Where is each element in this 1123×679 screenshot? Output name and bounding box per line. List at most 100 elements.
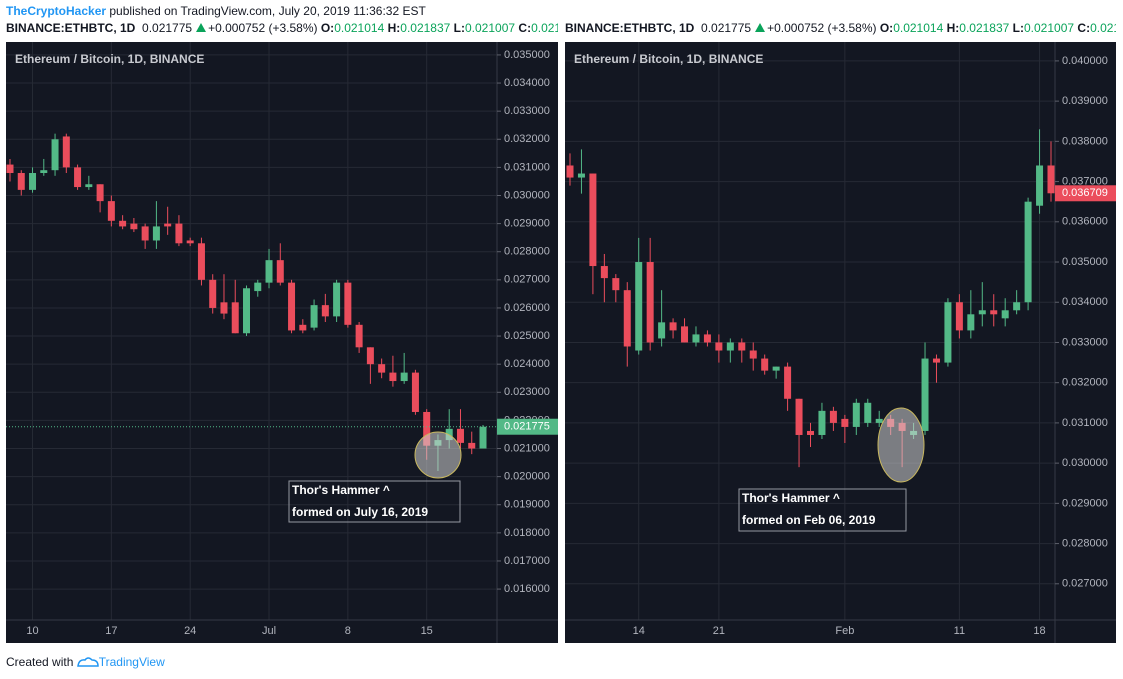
candle-body	[726, 342, 734, 351]
y-tick-label: 0.027000	[1062, 578, 1108, 590]
candle-body	[74, 167, 82, 188]
highlight	[877, 407, 925, 483]
y-tick-label: 0.031000	[504, 161, 550, 173]
ohlc-label: H:	[387, 21, 401, 35]
candle-body	[254, 282, 262, 292]
candle-body	[186, 240, 194, 244]
candle-body	[692, 334, 700, 343]
last-price-label: 0.021775	[504, 421, 550, 433]
chart-title: Ethereum / Bitcoin, 1D, BINANCE	[15, 52, 204, 66]
y-tick-label: 0.027000	[504, 274, 550, 286]
candle-body	[967, 314, 975, 331]
ohlc-label: O:	[879, 21, 894, 35]
x-tick-label: Jul	[262, 625, 276, 637]
y-tick-label: 0.021000	[504, 442, 550, 454]
y-tick-label: 0.034000	[504, 77, 550, 89]
annotation: formed on Feb 06, 2019	[742, 513, 876, 527]
candle-body	[589, 173, 597, 267]
y-tick-label: 0.018000	[504, 527, 550, 539]
candle-body	[355, 324, 363, 348]
candle-body	[944, 302, 952, 363]
candle-body	[864, 402, 872, 423]
candle-body	[243, 288, 250, 334]
candle-body	[818, 410, 826, 435]
candle-body	[990, 310, 998, 315]
plot-area	[565, 42, 1055, 620]
ohlc-value: 0.021007	[1024, 21, 1075, 35]
ohlc-value: 0.021007	[465, 21, 516, 35]
candle-body	[423, 411, 431, 446]
y-tick-label: 0.025000	[504, 330, 550, 342]
brand[interactable]: TradingView	[98, 655, 165, 669]
y-tick-label: 0.028000	[504, 246, 550, 258]
y-tick-label: 0.033000	[1062, 336, 1108, 348]
symbol-legend: BINANCE:ETHBTC, 1D 0.021775 +0.000752 (+3…	[6, 21, 558, 37]
up-arrow	[196, 23, 207, 32]
chart-title: Ethereum / Bitcoin, 1D, BINANCE	[574, 52, 763, 66]
x-tick-label: 18	[1033, 625, 1045, 637]
candle-body	[209, 279, 217, 308]
candle-body	[276, 260, 284, 283]
candle-body	[1024, 201, 1032, 303]
footer: Created with TradingView	[6, 654, 165, 669]
candle-body	[566, 165, 574, 178]
y-tick-label: 0.037000	[1062, 175, 1108, 187]
candle-body	[978, 310, 986, 315]
change: +0.000752 (+3.58%)	[208, 21, 318, 35]
y-tick-label: 0.035000	[504, 49, 550, 61]
candle-body	[635, 262, 643, 351]
candle-body	[784, 366, 792, 399]
change: +0.000752 (+3.58%)	[767, 21, 877, 35]
candle-body	[875, 418, 883, 423]
candle-body	[400, 372, 408, 382]
candle-body	[612, 278, 620, 291]
candle-body	[772, 366, 780, 371]
candle-body	[921, 358, 929, 431]
y-tick-label: 0.024000	[504, 358, 550, 370]
annotation: Thor's Hammer ^	[292, 483, 390, 497]
candle-body	[669, 322, 677, 331]
candle-body	[749, 350, 757, 359]
highlight	[414, 431, 462, 479]
candle-body	[738, 342, 746, 351]
candle-body	[658, 322, 666, 339]
annotation-box	[738, 488, 907, 532]
last-price-label: 0.036709	[1062, 187, 1108, 199]
y-tick-label: 0.033000	[504, 105, 550, 117]
candle-body	[955, 302, 963, 331]
candle-body	[107, 201, 115, 221]
candle-body	[600, 266, 608, 279]
candle-body	[646, 262, 654, 343]
ohlc-value: 0.021837	[400, 21, 451, 35]
x-tick-label: 14	[633, 625, 645, 637]
ohlc-value: 0.021014	[334, 21, 385, 35]
candle-body	[681, 326, 689, 343]
y-tick-label: 0.019000	[504, 499, 550, 511]
candle-body	[703, 334, 711, 343]
candle-body	[344, 282, 352, 325]
ohlc-label: H:	[946, 21, 960, 35]
author[interactable]: TheCryptoHacker	[6, 4, 107, 18]
candle-body	[378, 364, 386, 373]
y-tick-label: 0.034000	[1062, 296, 1108, 308]
ohlc-value: 0.021837	[959, 21, 1010, 35]
y-tick-label: 0.038000	[1062, 135, 1108, 147]
x-tick-label: 10	[26, 625, 38, 637]
candle-body	[389, 372, 397, 382]
created-with: Created with	[6, 655, 74, 669]
candle-body	[829, 410, 837, 423]
published: published on TradingView.com, July 20, 2…	[109, 4, 426, 18]
panel-background	[6, 42, 558, 643]
ohlc-label: C:	[518, 21, 532, 35]
y-tick-label: 0.016000	[504, 583, 550, 595]
y-tick-label: 0.026000	[504, 302, 550, 314]
candle-body	[17, 173, 25, 190]
candle-body	[299, 324, 307, 331]
x-tick-label: 15	[421, 625, 433, 637]
candle-body	[807, 430, 814, 435]
x-tick-label: 8	[345, 625, 351, 637]
candle-body	[456, 428, 464, 443]
candle-body	[479, 426, 487, 449]
candle-body	[715, 342, 723, 351]
